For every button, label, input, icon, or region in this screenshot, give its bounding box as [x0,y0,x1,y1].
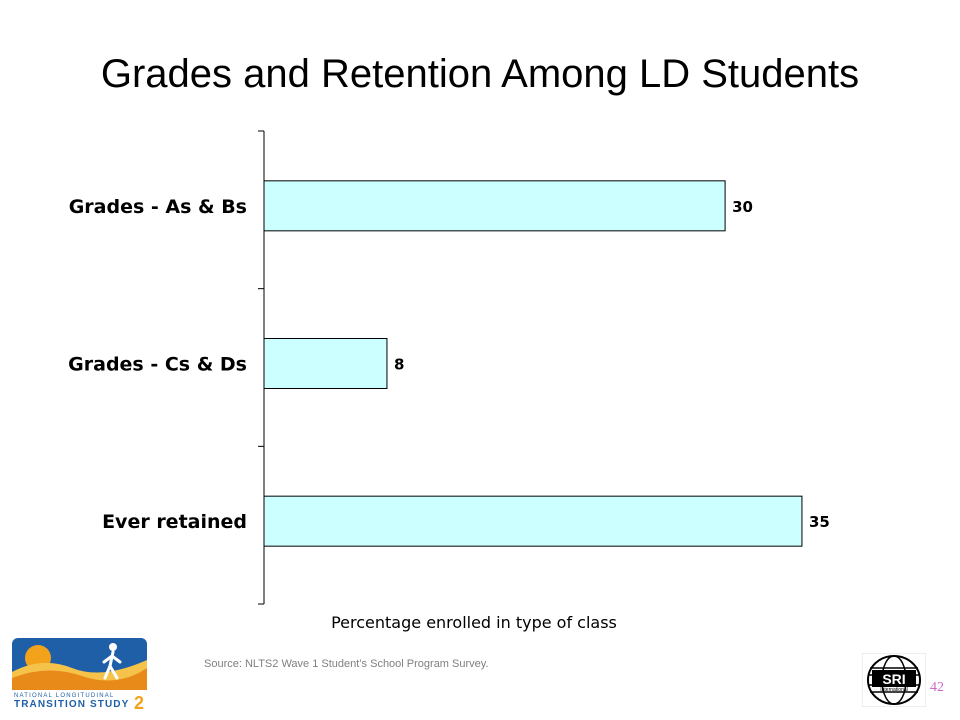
nlts2-logo: NATIONAL LONGITUDINAL TRANSITION STUDY 2 [12,638,147,710]
nlts2-logo-line1: NATIONAL LONGITUDINAL [14,693,115,699]
bar [263,180,726,232]
data-label: 30 [732,198,753,216]
nlts2-logo-numeral: 2 [134,693,144,710]
bar [263,338,388,389]
x-axis-title: Percentage enrolled in type of class [331,613,617,632]
sri-logo-subtext: International [880,687,908,693]
bar-chart: Grades - As & Bs 30 Grades - Cs & Ds 8 Ever … [68,130,830,632]
slide-title: Grades and Retention Among LD Students [100,52,860,96]
data-label: 8 [394,356,404,374]
nlts2-logo-line2: TRANSITION STUDY [14,699,129,710]
category-label: Ever retained [102,511,247,533]
bar [263,495,803,547]
category-label: Grades - Cs & Ds [68,354,247,376]
sri-international-logo: SRI International [862,653,926,707]
source-note: Source: NLTS2 Wave 1 Student’s School Pr… [204,658,489,670]
page-number: 42 [930,680,944,695]
category-label: Grades - As & Bs [69,196,247,218]
sri-logo-text: SRI [882,671,905,687]
data-label: 35 [809,513,830,531]
